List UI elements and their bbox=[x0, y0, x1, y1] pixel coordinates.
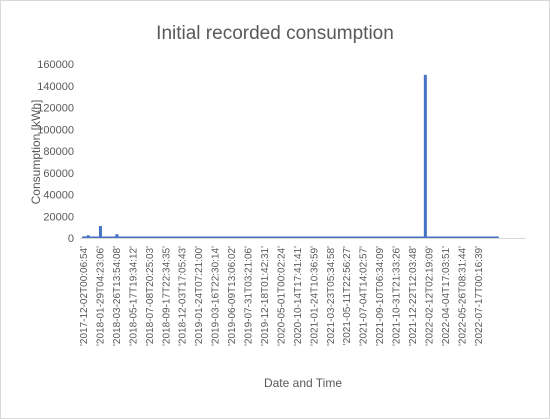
x-axis-title: Date and Time bbox=[264, 376, 342, 390]
x-tick-label: '2021-03-23T05:34:58' bbox=[326, 246, 337, 346]
y-tick-label: 140000 bbox=[37, 81, 74, 93]
y-tick-label: 60000 bbox=[43, 168, 74, 180]
x-tick-label: '2019-01-24T07:21:00' bbox=[194, 246, 205, 346]
x-tick-label: '2022-02-12T02:19:09' bbox=[424, 246, 435, 346]
y-tick-label: 120000 bbox=[37, 103, 74, 115]
x-tick-label: '2018-03-26T13:54:08' bbox=[112, 246, 123, 346]
x-tick-label: '2018-09-17T22:34:35' bbox=[161, 246, 172, 346]
y-tick-label: 40000 bbox=[43, 190, 74, 202]
x-tick-label: '2020-10-14T17:41:41' bbox=[293, 246, 304, 346]
x-tick-label: '2019-06-09T13:06:02' bbox=[227, 246, 238, 346]
x-tick-label: '2022-07-17T00:16:39' bbox=[474, 246, 485, 346]
y-tick-label: 20000 bbox=[43, 211, 74, 223]
y-axis-ticks: 0 20000 40000 60000 80000 100000 120000 140000 1… bbox=[37, 59, 74, 245]
bar bbox=[423, 74, 427, 238]
x-axis-ticks: '2017-12-02T00:06:54' '2018-01-29T04:23:0… bbox=[79, 246, 485, 346]
x-tick-label: '2018-05-17T19:34:12' bbox=[128, 246, 139, 346]
x-tick-label: '2018-07-08T20:25:03' bbox=[145, 246, 156, 346]
x-tick-label: '2021-01-24T10:36:59' bbox=[309, 246, 320, 346]
bar bbox=[98, 226, 102, 238]
y-tick-label: 0 bbox=[68, 233, 74, 245]
x-tick-label: '2021-07-04T14:02:57' bbox=[359, 246, 370, 346]
x-tick-label: '2019-07-31T03:21:06' bbox=[244, 246, 255, 346]
bar bbox=[115, 234, 119, 238]
x-tick-label: '2022-04-04T17:03:51' bbox=[441, 246, 452, 346]
x-tick-label: '2019-12-18T01:42:31' bbox=[260, 246, 271, 346]
chart-title: Initial recorded consumption bbox=[156, 23, 394, 44]
x-tick-label: '2022-05-26T08:31:44' bbox=[457, 246, 468, 346]
x-tick-label: '2018-12-03T17:05:43' bbox=[178, 246, 189, 346]
x-tick-label: '2020-05-01T00:02:24' bbox=[276, 246, 287, 346]
x-tick-label: '2017-12-02T00:06:54' bbox=[79, 246, 90, 346]
bars bbox=[82, 74, 499, 239]
x-tick-label: '2019-03-16T22:30:14' bbox=[211, 246, 222, 346]
x-tick-label: '2018-01-29T04:23:06' bbox=[95, 246, 106, 346]
x-tick-label: '2021-09-10T06:34:09' bbox=[375, 246, 386, 346]
x-tick-label: '2021-05-11T22:56:27' bbox=[342, 246, 353, 345]
y-tick-label: 160000 bbox=[37, 59, 74, 71]
y-tick-label: 80000 bbox=[43, 146, 74, 158]
y-axis-title: Consumption [kWh] bbox=[29, 100, 43, 205]
x-tick-label: '2021-12-22T12:03:48' bbox=[408, 246, 419, 346]
series-baseline bbox=[82, 236, 499, 239]
x-tick-label: '2021-10-31T21:33:26' bbox=[392, 246, 403, 346]
y-tick-label: 100000 bbox=[37, 124, 74, 136]
